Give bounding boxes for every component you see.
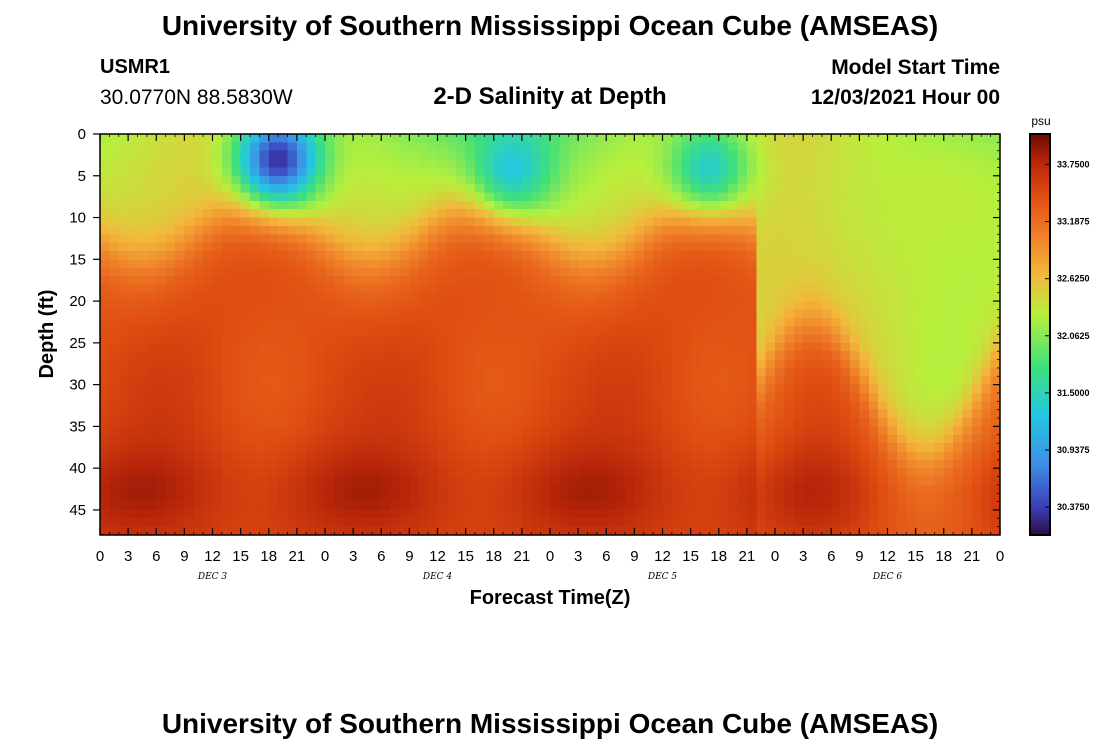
y-tick-label: 45: [69, 502, 86, 519]
x-axis-label: Forecast Time(Z): [470, 587, 631, 609]
station-id: USMR1: [100, 56, 171, 78]
x-tick-label: 9: [630, 548, 638, 565]
x-tick-label: 0: [771, 548, 779, 565]
x-tick-label: 12: [879, 548, 896, 565]
x-tick-label: 0: [996, 548, 1004, 565]
x-tick-label: 15: [457, 548, 474, 565]
heatmap-field: [100, 134, 1000, 535]
x-tick-label: 9: [180, 548, 188, 565]
y-tick-label: 30: [69, 377, 86, 394]
x-tick-label: 15: [232, 548, 249, 565]
colorbar-tick-label: 30.9375: [1057, 445, 1090, 455]
x-tick-label: 21: [739, 548, 756, 565]
x-tick-label: 21: [289, 548, 306, 565]
x-tick-label: 12: [429, 548, 446, 565]
x-tick-label: 6: [152, 548, 160, 565]
x-tick-label: 3: [574, 548, 582, 565]
x-tick-label: 15: [682, 548, 699, 565]
x-tick-label: 3: [349, 548, 357, 565]
colorbar-tick-label: 30.3750: [1057, 502, 1090, 512]
x-tick-label: 6: [377, 548, 385, 565]
colorbar-tick-label: 32.6250: [1057, 274, 1090, 284]
colorbar-unit: psu: [1031, 114, 1050, 128]
x-tick-label: 12: [204, 548, 221, 565]
x-tick-label: 0: [546, 548, 554, 565]
x-tick-label: 6: [827, 548, 835, 565]
colorbar-tick-label: 33.1875: [1057, 217, 1090, 227]
x-tick-label: 21: [514, 548, 531, 565]
x-tick-label: 6: [602, 548, 610, 565]
colorbar: [1029, 133, 1051, 536]
footer-title: University of Southern Mississippi Ocean…: [161, 708, 939, 739]
x-tick-label: 18: [260, 548, 277, 565]
model-start-label: Model Start Time: [831, 56, 1000, 79]
x-tick-label: 21: [964, 548, 981, 565]
y-axis-label: Depth (ft): [36, 290, 58, 379]
chart-subtitle: 2-D Salinity at Depth: [433, 83, 667, 110]
x-tick-label: 12: [654, 548, 671, 565]
x-tick-label: 18: [485, 548, 502, 565]
y-tick-label: 10: [69, 210, 86, 227]
x-tick-label: 18: [710, 548, 727, 565]
y-tick-label: 20: [69, 293, 86, 310]
x-tick-label: 9: [855, 548, 863, 565]
day-label: DEC 5: [647, 572, 678, 582]
model-start-value: 12/03/2021 Hour 00: [810, 86, 1000, 109]
colorbar-tick-label: 32.0625: [1057, 331, 1090, 341]
station-coordinates: 30.0770N 88.5830W: [100, 86, 293, 109]
x-tick-label: 9: [405, 548, 413, 565]
colorbar-tick-label: 31.5000: [1057, 388, 1090, 398]
day-label: DEC 4: [422, 572, 453, 582]
x-tick-label: 0: [96, 548, 104, 565]
y-tick-label: 35: [69, 418, 86, 435]
y-tick-label: 5: [78, 168, 86, 185]
x-tick-label: 18: [935, 548, 952, 565]
x-tick-label: 0: [321, 548, 329, 565]
x-tick-label: 3: [124, 548, 132, 565]
colorbar-tick-label: 33.7500: [1057, 159, 1090, 169]
page-title: University of Southern Mississippi Ocean…: [161, 10, 939, 41]
x-tick-label: 15: [907, 548, 924, 565]
y-tick-label: 0: [78, 126, 86, 143]
day-label: DEC 6: [872, 572, 903, 582]
day-label: DEC 3: [197, 572, 228, 582]
y-tick-label: 40: [69, 460, 86, 477]
y-tick-label: 15: [69, 251, 86, 268]
x-tick-label: 3: [799, 548, 807, 565]
y-tick-label: 25: [69, 335, 86, 352]
